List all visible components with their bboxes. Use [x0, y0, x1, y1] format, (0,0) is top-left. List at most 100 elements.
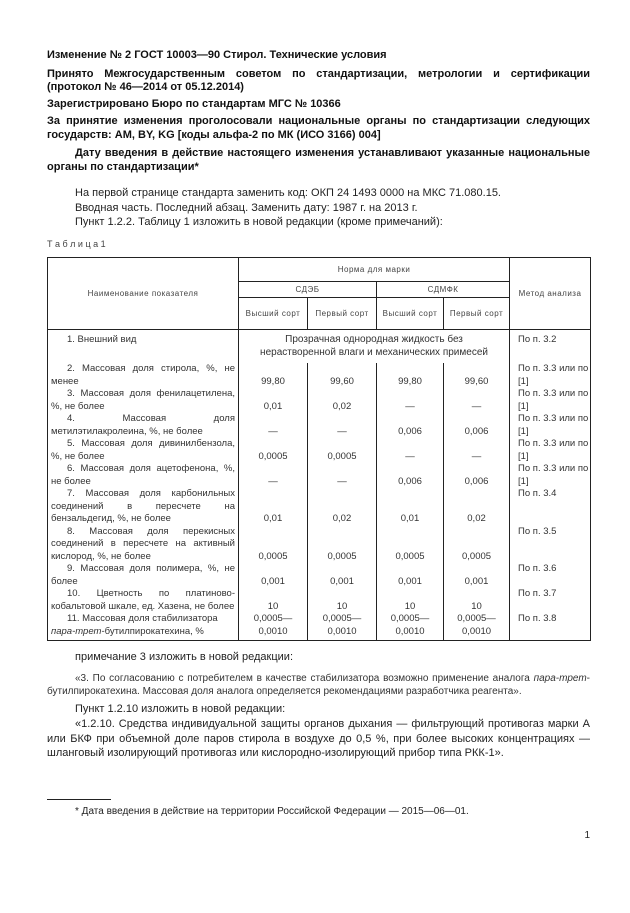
sub-header: Первый сорт: [307, 297, 377, 330]
col-header-method: Метод анализа: [509, 257, 592, 330]
row-name: 3. Массовая доля фенилацетилена, %, не б…: [51, 388, 235, 412]
row-value: 0,006: [376, 463, 444, 488]
note-3-text: «3. По согласованию с потребителем в кач…: [75, 672, 534, 684]
grade-sdmfk: СДМФК: [375, 281, 511, 298]
row-method: По п. 3.3 или по [1]: [509, 463, 592, 488]
table-row: 1. Внешний вид Прозрачная однородная жид…: [47, 329, 592, 363]
row-name: 2. Массовая доля стирола, %, не менее: [51, 363, 235, 387]
note-3-text: -бутилпирокатехина. Массовая доля аналог…: [47, 672, 590, 697]
row-name: 4. Массовая доля метилэтилакролеина, %, …: [51, 413, 235, 437]
sub-header: Высший сорт: [238, 297, 308, 330]
row-name-italic: пара-трет: [51, 625, 102, 637]
row-name-text: -бутилпирокатехина, %: [101, 625, 204, 637]
grade-sdeb: СДЭБ: [238, 281, 377, 298]
sub-header: Высший сорт: [376, 297, 444, 330]
row-name: 9. Массовая доля полимера, %, не более: [51, 563, 235, 587]
row-value: 0,001: [307, 563, 377, 588]
row-value: 0,0005: [238, 525, 308, 563]
row-method: По п. 3.6: [509, 563, 592, 588]
row-value: 0,001: [238, 563, 308, 588]
row-method: По п. 3.3 или по [1]: [509, 388, 592, 413]
row-name: 8. Массовая доля перекисных соединений в…: [51, 525, 235, 562]
adopted-text: Принято Межгосударственным советом по ст…: [47, 67, 590, 94]
row-value: 0,0005: [376, 525, 444, 563]
row-value: 99,80: [376, 363, 444, 388]
row-value: 0,02: [307, 388, 377, 413]
row-value: 0,01: [238, 488, 308, 526]
row-method: По п. 3.7: [509, 588, 592, 613]
row-method: По п. 3.5: [509, 525, 592, 563]
registered-text: Зарегистрировано Бюро по стандартам МГС …: [47, 97, 341, 110]
note-3: «3. По согласованию с потребителем в кач…: [47, 672, 590, 698]
row-name: 6. Массовая доля ацетофенона, %, не боле…: [51, 463, 235, 487]
table-row: 8. Массовая доля перекисных соединений в…: [47, 525, 592, 563]
table-1: Наименование показателя Норма для марки …: [47, 257, 592, 641]
row-value: 10: [307, 588, 377, 613]
paragraph: Пункт 1.2.10 изложить в новой редакции:: [75, 702, 286, 715]
table-row: 6. Массовая доля ацетофенона, %, не боле…: [47, 463, 592, 488]
row-value: —: [238, 413, 308, 438]
row-value: 0,001: [442, 563, 511, 588]
row-value: —: [238, 463, 308, 488]
footnote-divider: [47, 798, 111, 800]
row-value: Прозрачная однородная жидкость без нерас…: [237, 329, 511, 363]
table-row: 2. Массовая доля стирола, %, не менее 99,…: [47, 363, 592, 388]
row-value: 0,01: [238, 388, 308, 413]
row-value: —: [442, 388, 511, 413]
row-name: 5. Массовая доля дивинилбензола, %, не б…: [51, 438, 235, 462]
row-value: 0,02: [442, 488, 511, 526]
effective-text: Дату введения в действие настоящего изме…: [47, 147, 590, 173]
row-value: 0,0005: [307, 438, 377, 463]
row-value: 0,006: [442, 463, 511, 488]
table-row: 3. Массовая доля фенилацетилена, %, не б…: [47, 388, 592, 413]
row-value: 0,0005— 0,0010: [307, 613, 377, 641]
row-method: По п. 3.2: [509, 329, 592, 363]
row-method: По п. 3.3 или по [1]: [509, 363, 592, 388]
note-intro: примечание 3 изложить в новой редакции:: [75, 651, 293, 663]
row-method: По п. 3.3 или по [1]: [509, 413, 592, 438]
row-value: —: [307, 463, 377, 488]
document-page: Изменение № 2 ГОСТ 10003—90 Стирол. Техн…: [47, 0, 592, 842]
row-value: 0,01: [376, 488, 444, 526]
row-name: 7. Массовая доля карбонильных соединений…: [51, 488, 235, 524]
row-value: 10: [238, 588, 308, 613]
row-value: 0,02: [307, 488, 377, 526]
row-value: 0,006: [376, 413, 444, 438]
paragraph: Вводная часть. Последний абзац. Заменить…: [75, 201, 418, 214]
row-value: 10: [442, 588, 511, 613]
row-value: —: [376, 438, 444, 463]
row-method: По п. 3.4: [509, 488, 592, 526]
table-row: 5. Массовая доля дивинилбензола, %, не б…: [47, 438, 592, 463]
row-value: —: [376, 388, 444, 413]
col-header-name: Наименование показателя: [47, 257, 239, 330]
row-name: 1. Внешний вид: [67, 334, 137, 345]
table-row: 9. Массовая доля полимера, %, не более 0,…: [47, 563, 592, 588]
row-value: 0,0005— 0,0010: [238, 613, 308, 641]
paragraph: Пункт 1.2.2. Таблицу 1 изложить в новой …: [75, 216, 443, 228]
row-method: По п. 3.3 или по [1]: [509, 438, 592, 463]
row-value: 0,0005— 0,0010: [376, 613, 444, 641]
row-value: —: [307, 413, 377, 438]
row-value: 0,0005: [442, 525, 511, 563]
page-number: 1: [584, 829, 590, 841]
footnote: * Дата введения в действие на территории…: [75, 805, 469, 817]
row-value: 0,0005: [307, 525, 377, 563]
note-3-italic: пара-трет: [533, 672, 587, 684]
row-value: 0,0005— 0,0010: [442, 613, 511, 641]
table-row: 11. Массовая доля стабилизатора пара-трет…: [47, 613, 592, 641]
paragraph: «1.2.10. Средства индивидуальной защиты …: [47, 718, 590, 759]
row-value: 0,006: [442, 413, 511, 438]
table-row: 10. Цветность по платиново-кобальтовой ш…: [47, 588, 592, 613]
voted-text: За принятие изменения проголосовали наци…: [47, 115, 590, 141]
row-value: 99,60: [442, 363, 511, 388]
row-method: По п. 3.8: [509, 613, 592, 641]
row-value: 99,60: [307, 363, 377, 388]
paragraph: На первой странице стандарта заменить ко…: [75, 187, 501, 199]
table-row: 4. Массовая доля метилэтилакролеина, %, …: [47, 413, 592, 438]
table-caption: Т а б л и ц а 1: [47, 238, 106, 249]
row-value: —: [442, 438, 511, 463]
row-value: 10: [376, 588, 444, 613]
row-value: 99,80: [238, 363, 308, 388]
row-name-text: 11. Массовая доля стабилизатора: [67, 613, 218, 624]
row-name: 10. Цветность по платиново-кобальтовой ш…: [51, 588, 235, 612]
